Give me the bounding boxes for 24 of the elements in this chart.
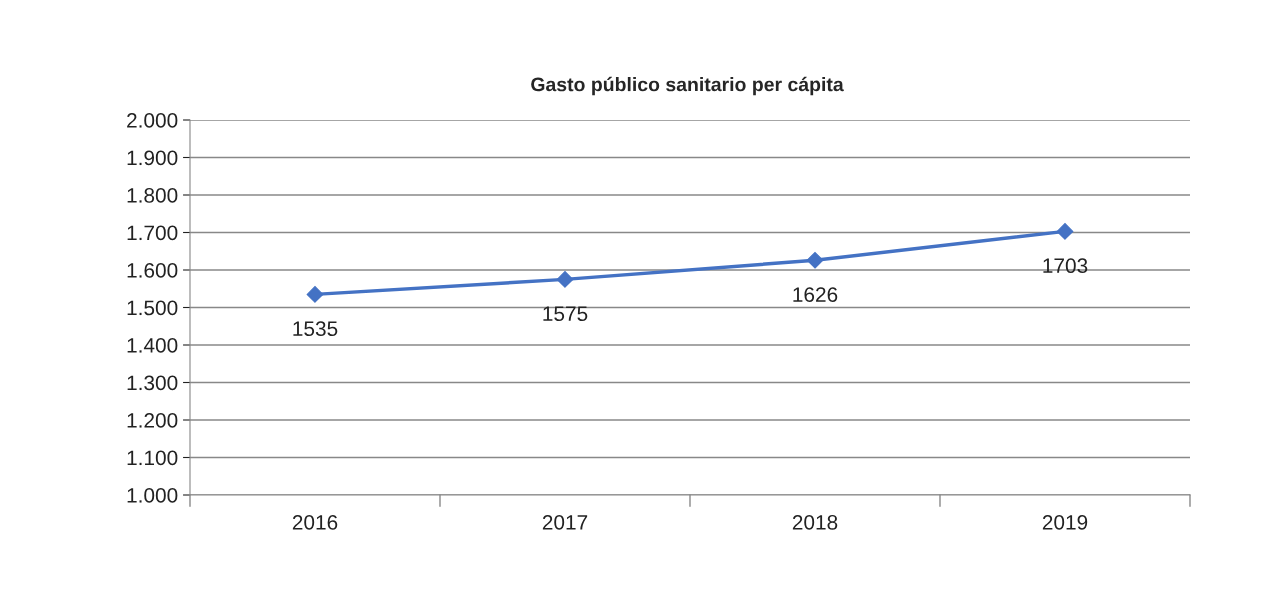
point	[806, 251, 824, 269]
chart-title: Gasto público sanitario per cápita	[531, 76, 844, 96]
y-tick-label: 1.900	[127, 150, 178, 166]
y-tick-label: 1.000	[127, 488, 178, 503]
data-label: 1626	[793, 287, 838, 302]
y-tick-label: 1.100	[127, 450, 178, 466]
y-tick-label: 1.700	[127, 225, 178, 241]
x-tick-label: 2019	[1042, 514, 1088, 530]
y-tick-label: 1.400	[127, 338, 178, 353]
data-label: 1535	[293, 321, 338, 337]
x-tick-label: 2017	[542, 514, 588, 530]
x-tick-label: 2016	[292, 514, 338, 530]
data-label: 1575	[543, 306, 588, 322]
y-tick-label: 1.800	[127, 188, 178, 203]
data-label: 1703	[1043, 258, 1088, 274]
y-tick-label: 2.000	[127, 113, 178, 128]
y-tick-label: 1.500	[127, 300, 178, 316]
x-tick-label: 2018	[792, 514, 838, 530]
y-tick-label: 1.300	[127, 375, 178, 391]
point	[1056, 223, 1074, 240]
point	[556, 271, 574, 288]
y-tick-label: 1.200	[127, 413, 178, 428]
point	[306, 286, 324, 303]
y-tick-label: 1.600	[127, 263, 178, 278]
